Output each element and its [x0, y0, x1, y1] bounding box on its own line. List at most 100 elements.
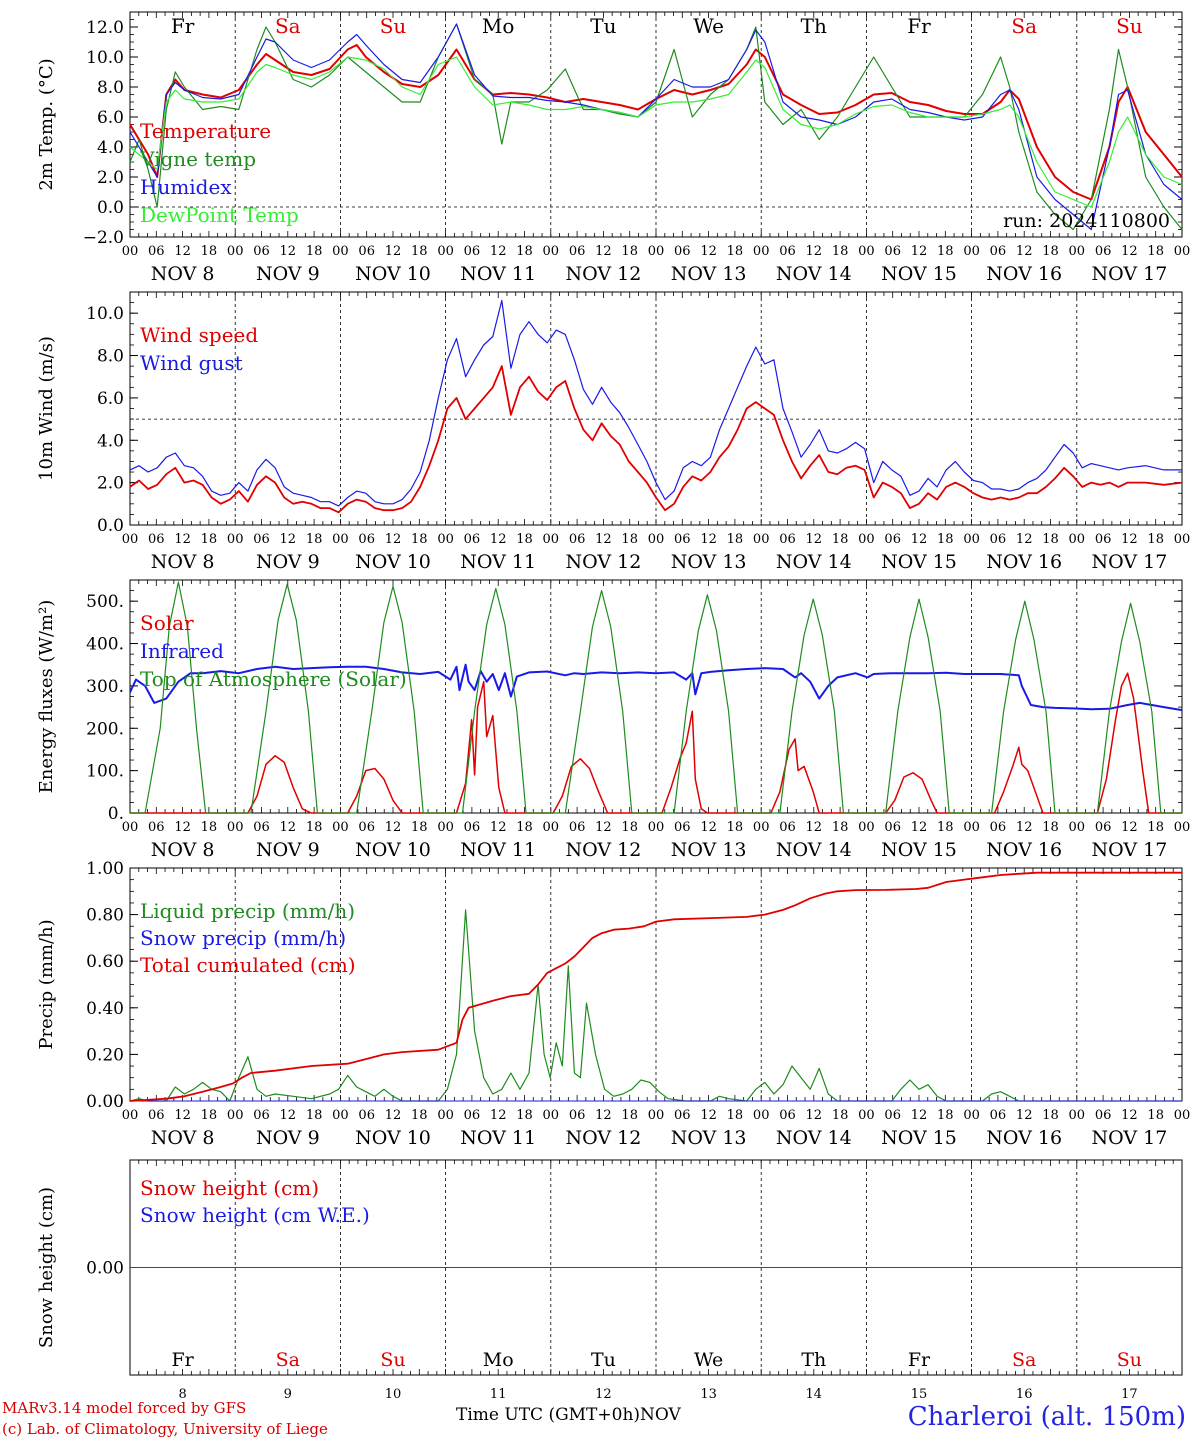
x-hour-label: 06 — [990, 244, 1007, 259]
x-hour-label: 18 — [621, 820, 638, 835]
x-hour-label: 18 — [937, 820, 954, 835]
x-hour-label: 18 — [832, 244, 849, 259]
y-tick-label: 400. — [86, 635, 124, 655]
x-date-label: NOV 12 — [565, 263, 641, 285]
x-hour-label: 06 — [148, 1108, 165, 1123]
y-tick-label: 300. — [86, 677, 124, 697]
y-tick-label: 500. — [86, 592, 124, 612]
x-date-label: NOV 10 — [355, 839, 431, 861]
x-hour-label: 18 — [621, 532, 638, 547]
day-abbreviation: Tu — [591, 1349, 616, 1371]
y-tick-label: 8.0 — [97, 78, 124, 98]
x-hour-label: 12 — [911, 1108, 928, 1123]
x-hour-label: 00 — [648, 532, 665, 547]
x-hour-label: 06 — [464, 1108, 481, 1123]
x-hour-label: 06 — [674, 1108, 691, 1123]
x-hour-label: 18 — [937, 244, 954, 259]
x-hour-label: 18 — [411, 1108, 428, 1123]
y-tick-label: 4.0 — [97, 138, 124, 158]
y-tick-label: 0. — [108, 804, 124, 824]
x-hour-label: 06 — [358, 1108, 375, 1123]
x-hour-label: 18 — [832, 820, 849, 835]
day-number: 11 — [490, 1387, 507, 1402]
x-hour-label: 00 — [227, 244, 244, 259]
y-tick-label: 100. — [86, 762, 124, 782]
time-label: Time UTC (GMT+0h) — [456, 1405, 641, 1425]
x-hour-label: 06 — [674, 532, 691, 547]
day-abbreviation: Fr — [907, 14, 931, 38]
x-hour-label: 12 — [595, 532, 612, 547]
x-date-label: NOV 8 — [151, 839, 215, 861]
x-date-label: NOV 13 — [671, 263, 747, 285]
x-date-label: NOV 12 — [565, 551, 641, 573]
x-date-label: NOV 16 — [986, 1127, 1062, 1149]
y-tick-label: 1.00 — [86, 859, 124, 879]
x-hour-label: 12 — [911, 820, 928, 835]
y-tick-label: 0.40 — [86, 999, 124, 1019]
legend-entry: Solar — [140, 611, 194, 635]
x-date-label: NOV 8 — [151, 551, 215, 573]
station-label: Charleroi (alt. 150m) — [907, 1402, 1186, 1432]
x-hour-label: 18 — [306, 1108, 323, 1123]
x-hour-label: 12 — [385, 820, 402, 835]
y-tick-label: 2.0 — [97, 168, 124, 188]
day-number: 14 — [806, 1387, 823, 1402]
legend-entry: Top of Atmosphere (Solar) — [140, 667, 407, 691]
legend-entry: Liquid precip (mm/h) — [140, 899, 355, 923]
day-number: 13 — [700, 1387, 717, 1402]
y-tick-label: 0.00 — [86, 1092, 124, 1112]
x-hour-label: 06 — [990, 1108, 1007, 1123]
x-hour-label: 18 — [1147, 820, 1164, 835]
x-date-label: NOV 14 — [776, 551, 852, 573]
x-hour-label: 00 — [858, 244, 875, 259]
x-hour-label: 00 — [753, 820, 770, 835]
x-hour-label: 06 — [1095, 532, 1112, 547]
x-hour-label: 06 — [464, 532, 481, 547]
x-hour-label: 00 — [437, 532, 454, 547]
x-date-label: NOV 15 — [881, 839, 957, 861]
x-hour-label: 00 — [963, 244, 980, 259]
x-hour-label: 12 — [700, 244, 717, 259]
day-number: 15 — [911, 1387, 928, 1402]
x-hour-label: 18 — [1042, 1108, 1059, 1123]
x-hour-label: 18 — [727, 532, 744, 547]
x-hour-label: 12 — [385, 532, 402, 547]
x-hour-label: 12 — [174, 532, 191, 547]
footer-credits: MARv3.14 model forced by GFS (c) Lab. of… — [2, 1398, 328, 1440]
x-date-label: NOV 17 — [1091, 263, 1167, 285]
x-hour-label: 18 — [1147, 244, 1164, 259]
day-abbreviation: Mo — [482, 14, 515, 38]
x-hour-label: 00 — [963, 820, 980, 835]
x-date-label: NOV 17 — [1091, 551, 1167, 573]
x-date-label: NOV 8 — [151, 1127, 215, 1149]
x-date-label: NOV 16 — [986, 839, 1062, 861]
x-hour-label: 00 — [437, 244, 454, 259]
day-abbreviation: Sa — [275, 14, 301, 38]
series-line-infrared — [129, 663, 1183, 712]
x-hour-label: 00 — [227, 1108, 244, 1123]
day-number: 16 — [1016, 1387, 1033, 1402]
x-hour-label: 06 — [884, 244, 901, 259]
x-hour-label: 18 — [306, 820, 323, 835]
x-hour-label: 12 — [385, 1108, 402, 1123]
x-hour-label: 00 — [963, 1108, 980, 1123]
x-date-label: NOV 15 — [881, 263, 957, 285]
legend-entry: Snow precip (mm/h) — [140, 926, 346, 950]
x-hour-label: 12 — [1016, 820, 1033, 835]
x-hour-label: 12 — [595, 1108, 612, 1123]
x-hour-label: 00 — [648, 1108, 665, 1123]
x-hour-label: 12 — [490, 532, 507, 547]
x-hour-label: 00 — [543, 532, 560, 547]
x-hour-label: 06 — [569, 244, 586, 259]
day-abbreviation: We — [693, 14, 724, 38]
x-hour-label: 00 — [1069, 1108, 1086, 1123]
x-hour-label: 00 — [122, 532, 139, 547]
x-hour-label: 18 — [201, 244, 218, 259]
x-date-label: NOV 13 — [671, 839, 747, 861]
y-axis-title: 10m Wind (m/s) — [36, 336, 57, 481]
x-hour-label: 06 — [464, 244, 481, 259]
x-hour-label: 12 — [700, 532, 717, 547]
run-label: run: 2024110800 — [1003, 210, 1170, 232]
x-hour-label: 00 — [753, 532, 770, 547]
day-number: 8 — [178, 1387, 186, 1402]
